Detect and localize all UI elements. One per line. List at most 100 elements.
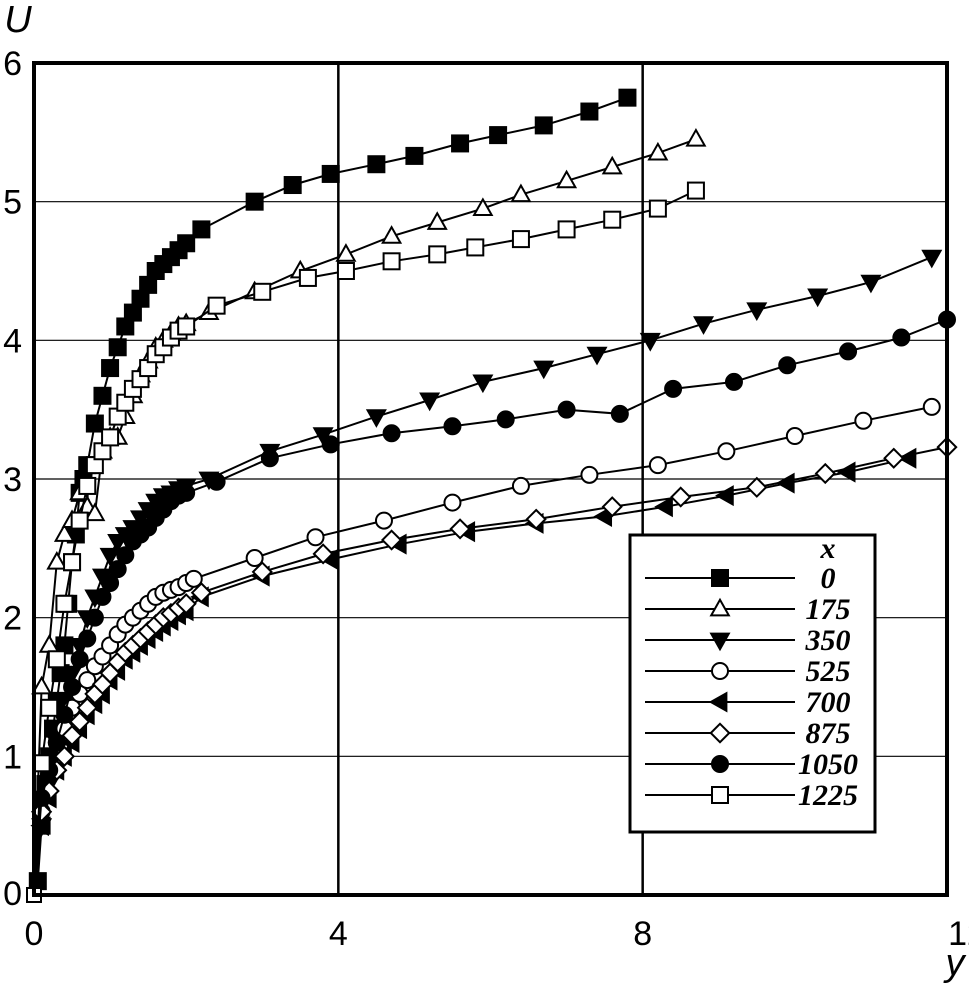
data-point	[670, 486, 692, 508]
data-point	[55, 594, 74, 613]
data-point	[466, 238, 485, 257]
data-point	[654, 496, 673, 518]
legend-marker	[711, 662, 729, 680]
legend-entry: 175	[645, 593, 851, 626]
data-point	[53, 745, 76, 767]
data-point	[580, 465, 599, 484]
data-point	[419, 392, 441, 412]
legend-label: 875	[806, 717, 851, 750]
data-point	[724, 372, 743, 391]
data-point	[854, 411, 873, 430]
x-axis-label: y	[943, 942, 967, 984]
data-point	[298, 268, 317, 287]
data-point	[746, 302, 768, 322]
data-point	[648, 199, 667, 218]
data-point	[601, 155, 623, 175]
data-point	[70, 511, 89, 530]
data-point	[510, 183, 532, 203]
data-point	[283, 176, 302, 195]
y-tick-label: 6	[3, 45, 22, 83]
data-point	[380, 529, 403, 551]
data-point	[557, 400, 576, 419]
data-point	[101, 428, 120, 447]
legend-marker	[709, 722, 731, 744]
data-point	[557, 220, 576, 239]
data-point	[618, 88, 637, 107]
y-tick-label: 1	[3, 738, 22, 776]
data-point	[190, 582, 212, 604]
data-point	[336, 262, 355, 280]
legend-entry: 700	[645, 686, 851, 719]
data-point	[245, 549, 264, 568]
data-point	[686, 181, 705, 200]
data-point	[451, 134, 470, 153]
data-point	[807, 288, 829, 308]
legend-marker	[708, 691, 728, 713]
series-line	[33, 96, 628, 896]
series-875	[30, 436, 958, 896]
data-point	[381, 225, 403, 244]
x-tick-label: 0	[25, 915, 44, 953]
data-point	[839, 342, 858, 361]
data-point	[76, 697, 98, 719]
data-point	[251, 561, 273, 583]
data-point	[580, 102, 599, 121]
legend-box	[628, 533, 877, 834]
data-point	[556, 169, 578, 189]
data-point	[775, 472, 795, 494]
data-point	[260, 449, 279, 468]
data-point	[177, 234, 196, 253]
data-point	[245, 192, 264, 211]
series-1225	[32, 181, 705, 896]
data-point	[382, 252, 401, 271]
data-point	[177, 483, 196, 502]
data-point	[93, 587, 112, 606]
legend-entry: 1225	[645, 779, 858, 812]
legend-title: x	[820, 532, 836, 565]
data-point	[78, 671, 97, 690]
data-point	[860, 274, 882, 294]
data-point	[922, 397, 941, 416]
data-point	[374, 511, 393, 530]
data-point	[53, 523, 75, 542]
data-point	[525, 508, 547, 530]
data-point	[367, 155, 386, 174]
legend-entry: 0	[645, 562, 836, 595]
data-point	[85, 608, 104, 627]
data-point	[108, 338, 127, 357]
data-point	[639, 332, 661, 352]
data-point	[836, 461, 856, 483]
data-point	[601, 496, 623, 518]
y-tick-label: 5	[3, 184, 22, 222]
data-point	[664, 379, 683, 398]
data-point	[534, 116, 553, 135]
legend-marker	[711, 569, 729, 587]
legend-entry: 1050	[645, 748, 858, 781]
data-point	[814, 462, 836, 485]
data-point	[533, 360, 555, 380]
data-point	[685, 128, 707, 147]
data-point	[85, 414, 104, 433]
series-525	[32, 397, 941, 896]
data-point	[321, 435, 340, 454]
series-350	[31, 249, 943, 896]
data-point	[63, 553, 82, 572]
data-point	[610, 404, 629, 423]
data-point	[715, 485, 734, 507]
data-point	[38, 634, 60, 653]
data-point	[693, 316, 715, 335]
data-point	[32, 754, 51, 773]
series-0	[28, 88, 637, 896]
data-point	[603, 210, 622, 229]
data-point	[335, 243, 357, 262]
data-point	[175, 593, 197, 615]
legend-label: 1050	[798, 748, 858, 781]
axis-ticks: 048120123456	[3, 45, 969, 953]
data-point	[63, 678, 82, 696]
data-point	[321, 164, 340, 183]
data-point	[405, 146, 424, 165]
data-point	[93, 386, 112, 405]
data-point	[207, 472, 226, 491]
data-point	[883, 447, 905, 469]
